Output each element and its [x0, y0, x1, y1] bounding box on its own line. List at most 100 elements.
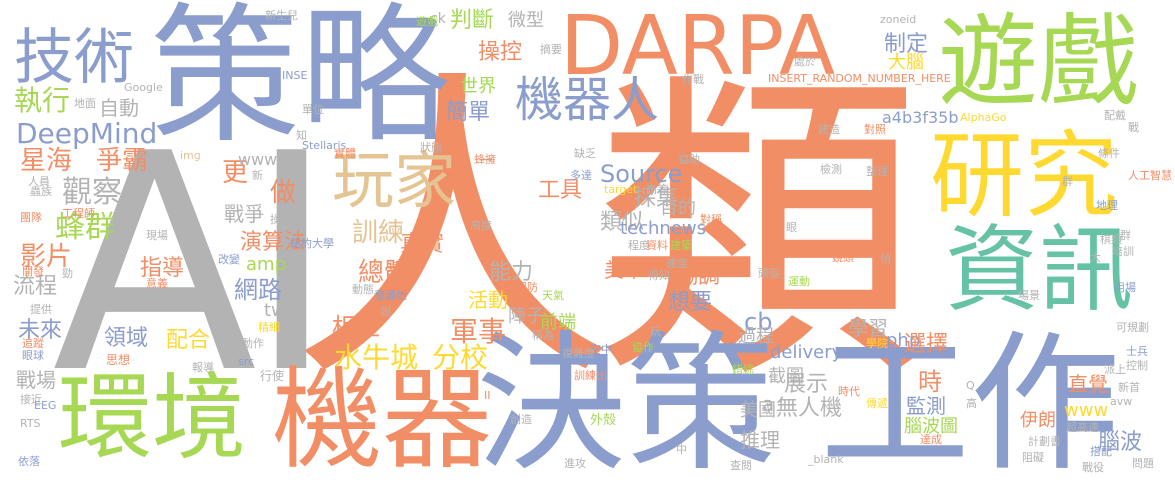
- small-word: 超高速: [1066, 421, 1099, 434]
- small-word: AlphaGo: [960, 111, 1007, 124]
- small-word: 棋類: [1100, 233, 1122, 246]
- word-huodong: 活動: [468, 288, 508, 312]
- word-liucheng: 流程: [13, 274, 58, 299]
- small-word: 人員: [28, 175, 50, 188]
- small-word: 運動: [788, 275, 810, 288]
- small-word: 作戰: [682, 73, 704, 86]
- small-word: 蜂擁: [474, 153, 496, 166]
- small-word: 摘要: [540, 43, 562, 56]
- word-yingpian: 影片: [20, 242, 73, 272]
- word-caokong: 操控: [478, 40, 523, 65]
- word-caiji: 採集: [634, 186, 679, 211]
- small-word: 說: [380, 305, 391, 318]
- word-xiangyao: 想要: [668, 290, 713, 315]
- small-word: 操作: [270, 213, 292, 226]
- word-wanglu: 網路: [234, 276, 282, 304]
- word-zhidao: 指導: [140, 256, 185, 281]
- word-xiangsi: 類似: [600, 210, 645, 235]
- word-xuanze: 選擇: [904, 332, 949, 357]
- small-word: 高: [966, 397, 977, 410]
- word-zhijue: 直覺: [1068, 372, 1108, 396]
- small-word: 報導: [192, 361, 214, 374]
- small-word: 派上: [1104, 363, 1126, 376]
- small-word: 現場: [146, 229, 168, 242]
- small-word: 計劃書: [1028, 435, 1061, 448]
- word-tuili: 推理: [740, 428, 780, 452]
- small-word: 大: [1090, 251, 1101, 264]
- small-word: 建造: [818, 123, 840, 136]
- small-word: 檢測: [820, 163, 842, 176]
- word-guancha: 觀察: [62, 175, 122, 210]
- small-word: 意義: [146, 277, 168, 290]
- small-word: 證明: [190, 291, 212, 304]
- small-word: 協助: [678, 153, 700, 166]
- small-word: 群: [1062, 175, 1073, 188]
- small-word: 用場: [1114, 281, 1136, 294]
- small-word: 傳遞: [866, 397, 888, 410]
- small-word: 勁: [62, 267, 73, 280]
- word-zhixing: 執行: [14, 84, 71, 117]
- small-word: 地理: [1096, 199, 1118, 212]
- word-meijun: 美軍: [604, 258, 644, 282]
- small-word: 搭配: [1090, 445, 1112, 458]
- small-word: 協作: [632, 341, 654, 354]
- small-word: 阻礙: [1022, 451, 1044, 464]
- word-zhiding: 制定: [884, 32, 929, 57]
- small-word: 思想: [106, 353, 131, 367]
- small-word: 人工智慧: [1128, 169, 1172, 182]
- word-delivery: delivery: [770, 342, 843, 363]
- small-word: 頭盔: [758, 267, 780, 280]
- word-fengqun: 蜂群: [55, 210, 115, 245]
- word-jiandan: 簡單: [446, 100, 491, 125]
- small-word: _blank: [808, 453, 844, 466]
- word-weixing: 微型: [508, 10, 544, 31]
- small-word: 規劃: [388, 261, 410, 274]
- word-danao: 大腦: [888, 52, 924, 73]
- word-yanjiu: 研究: [930, 122, 1119, 231]
- word-zhanshi: 展示: [784, 372, 829, 397]
- word-www5: www5: [238, 150, 288, 169]
- small-word: 知: [296, 129, 307, 142]
- small-word: 培訓: [1112, 245, 1134, 258]
- small-word: 精細: [258, 321, 280, 334]
- small-word: 速度: [666, 257, 688, 270]
- word-lingyu: 領域: [104, 326, 149, 351]
- small-word: 建築: [670, 239, 692, 252]
- word-meiguo: 美國: [740, 400, 776, 421]
- small-word: 條件: [1098, 147, 1120, 160]
- small-word: 國防: [516, 281, 538, 294]
- word-youxi: 遊戲: [938, 3, 1138, 120]
- small-word: ck: [430, 11, 446, 27]
- small-word: 發源地: [374, 289, 407, 302]
- word-xiangu: 相互: [332, 313, 380, 341]
- word-juece: 決策: [476, 318, 777, 482]
- word-ai: AI: [52, 90, 336, 439]
- small-word: 狀態: [420, 141, 442, 154]
- small-word: 複雜度: [562, 347, 595, 360]
- small-word: 一: [480, 153, 493, 167]
- small-word: 可規劃: [1116, 321, 1149, 334]
- small-word: Stellaris: [302, 139, 347, 152]
- small-word: 眼球: [22, 349, 44, 362]
- word-wanjia: 玩家: [332, 144, 457, 217]
- small-word: 工程師: [62, 207, 95, 220]
- small-word: 資料: [646, 239, 668, 252]
- small-word: II: [484, 389, 491, 402]
- word-fenxiao: 分校: [432, 341, 489, 374]
- word-naobo: 腦波: [1098, 430, 1143, 455]
- small-word: 處於: [794, 55, 816, 68]
- small-word: 問題: [1132, 457, 1154, 470]
- small-word: 實體: [334, 147, 356, 160]
- word-mude: 目的: [660, 198, 696, 219]
- word-xinghai: 星海: [20, 146, 73, 176]
- word-jiqi: 機器: [272, 356, 492, 482]
- small-word: 地面: [74, 97, 96, 110]
- small-word: 查閱: [730, 459, 752, 472]
- word-zidong: 自動: [99, 96, 139, 120]
- word-shuiniu: 水牛城: [334, 341, 419, 374]
- word-tw: tw: [264, 300, 286, 321]
- small-word: 行使: [260, 369, 285, 383]
- word-deepmind: DeepMind: [16, 117, 158, 150]
- small-word: Q: [966, 379, 975, 392]
